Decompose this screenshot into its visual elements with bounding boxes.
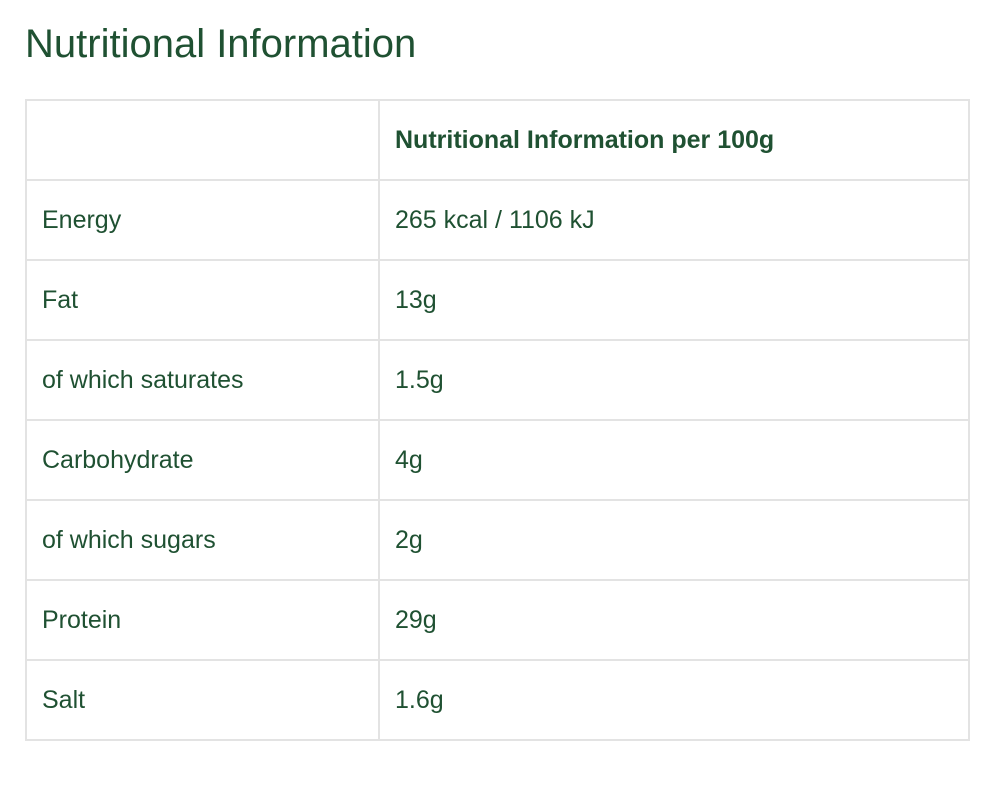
nutrient-label: Fat xyxy=(25,259,380,341)
nutrient-value: 1.6g xyxy=(378,659,970,741)
table-row: Protein 29g xyxy=(25,579,970,661)
table-header-row: Nutritional Information per 100g xyxy=(25,99,970,181)
nutrient-value: 265 kcal / 1106 kJ xyxy=(378,179,970,261)
table-row: Salt 1.6g xyxy=(25,659,970,741)
table-row: Fat 13g xyxy=(25,259,970,341)
table-row: of which saturates 1.5g xyxy=(25,339,970,421)
table-row: of which sugars 2g xyxy=(25,499,970,581)
nutrient-label: Energy xyxy=(25,179,380,261)
page-title: Nutritional Information xyxy=(25,22,417,66)
nutrient-label: Carbohydrate xyxy=(25,419,380,501)
table-row: Energy 265 kcal / 1106 kJ xyxy=(25,179,970,261)
nutrient-label: Protein xyxy=(25,579,380,661)
nutrient-value: 29g xyxy=(378,579,970,661)
nutrient-value: 2g xyxy=(378,499,970,581)
table-row: Carbohydrate 4g xyxy=(25,419,970,501)
header-label-cell xyxy=(25,99,380,181)
nutrient-value: 13g xyxy=(378,259,970,341)
header-value-cell: Nutritional Information per 100g xyxy=(378,99,970,181)
nutrient-value: 1.5g xyxy=(378,339,970,421)
nutrient-label: of which sugars xyxy=(25,499,380,581)
nutrient-value: 4g xyxy=(378,419,970,501)
nutrition-table: Nutritional Information per 100g Energy … xyxy=(25,99,970,741)
nutrient-label: of which saturates xyxy=(25,339,380,421)
nutrient-label: Salt xyxy=(25,659,380,741)
